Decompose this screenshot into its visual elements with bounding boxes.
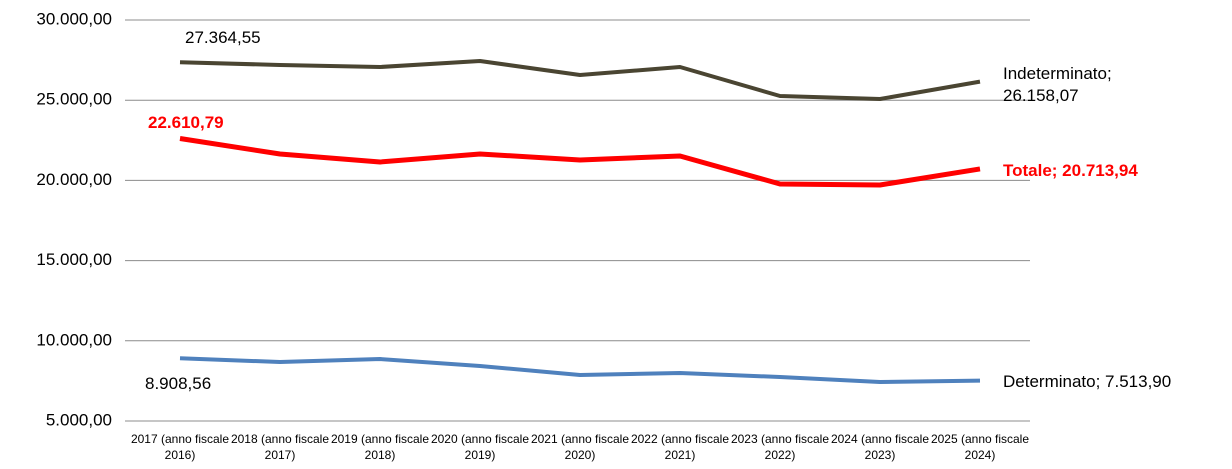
data-label: Indeterminato; 26.158,07 — [1003, 64, 1112, 105]
x-tick-label: 2024 (anno fiscale 2023) — [830, 432, 930, 462]
x-tick-label: 2021 (anno fiscale 2020) — [530, 432, 630, 462]
x-tick-label: 2023 (anno fiscale 2022) — [730, 432, 830, 462]
y-tick-label: 10.000,00 — [36, 330, 112, 349]
y-tick-label: 5.000,00 — [46, 410, 112, 429]
x-tick-label: 2018 (anno fiscale 2017) — [230, 432, 330, 462]
data-label: 8.908,56 — [145, 374, 212, 393]
data-label: Totale; 20.713,94 — [1003, 161, 1138, 180]
x-tick-label: 2019 (anno fiscale 2018) — [330, 432, 430, 462]
x-tick-label: 2020 (anno fiscale 2019) — [430, 432, 530, 462]
series-line — [179, 356, 981, 385]
y-tick-label: 25.000,00 — [36, 90, 112, 109]
data-label: 22.610,79 — [148, 113, 224, 132]
x-tick-label: 2022 (anno fiscale 2021) — [630, 432, 730, 462]
x-tick-label: 2017 (anno fiscale 2016) — [130, 432, 230, 462]
y-tick-label: 30.000,00 — [36, 9, 112, 28]
y-tick-label: 15.000,00 — [36, 250, 112, 269]
data-label: Determinato; 7.513,90 — [1003, 372, 1172, 391]
series-line — [179, 58, 981, 101]
data-label: 27.364,55 — [185, 28, 261, 47]
series-line — [179, 136, 981, 188]
y-tick-label: 20.000,00 — [36, 170, 112, 189]
x-tick-label: 2025 (anno fiscale 2024) — [930, 432, 1030, 462]
